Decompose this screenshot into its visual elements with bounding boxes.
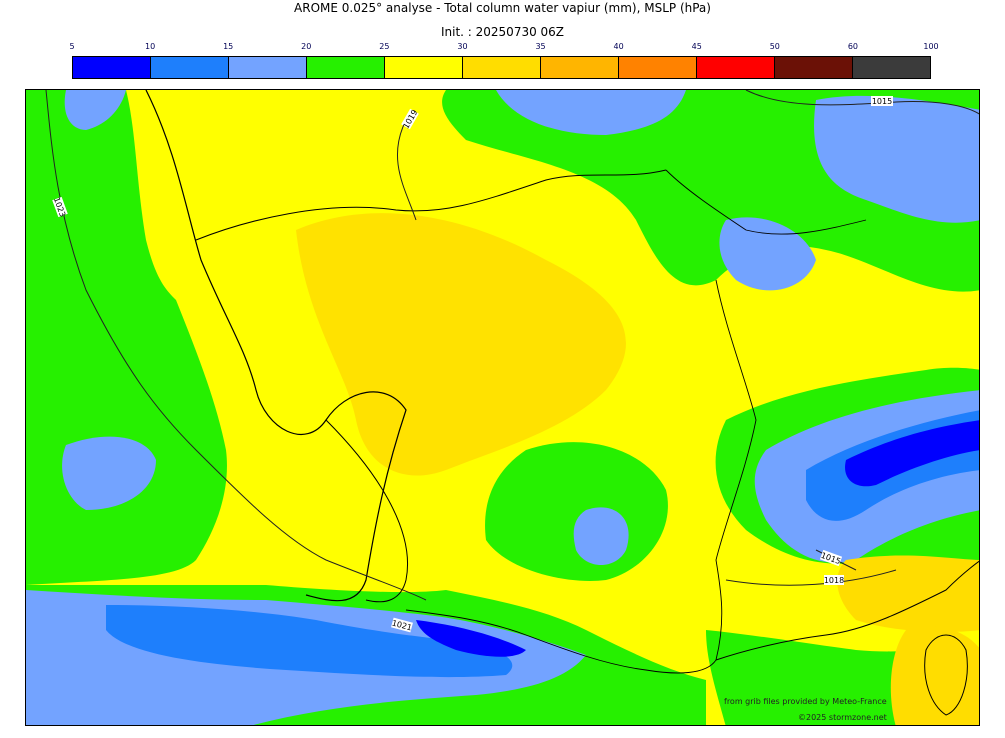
- field-15-20-northsea: [496, 90, 686, 135]
- field-5-10-alps: [845, 420, 979, 487]
- chart-title: AROME 0.025° analyse - Total column wate…: [294, 1, 711, 15]
- border-north: [665, 169, 867, 235]
- colorbar-segment: [541, 57, 619, 78]
- field-30-35-corsica: [890, 626, 979, 725]
- weather-map[interactable]: 1023 1019 1015 1021 1015 1018 from grib …: [25, 89, 980, 726]
- colorbar-tick-label: 100: [923, 42, 939, 51]
- colorbar-tick-label: 10: [144, 42, 156, 51]
- field-15-20-germany: [814, 95, 979, 223]
- colorbar-tick-label: 50: [769, 42, 780, 51]
- coastline-biscay: [325, 419, 408, 603]
- corsica-outline: [924, 634, 968, 716]
- field-15-20-massif: [573, 507, 629, 565]
- credit-copyright: ©2025 stormzone.net: [798, 713, 887, 722]
- colorbar-segment: [619, 57, 697, 78]
- coastline-channel: [195, 169, 667, 241]
- field-15-20-benelux: [719, 217, 816, 291]
- isobar-1018-line: [725, 569, 897, 586]
- coastline-med: [715, 560, 979, 661]
- credit-source: from grib files provided by Meteo-France: [724, 697, 887, 706]
- svg-text:1015: 1015: [872, 97, 892, 106]
- init-time: Init. : 20250730 06Z: [440, 25, 565, 39]
- field-5-10-pyrenees: [416, 620, 526, 657]
- colorbar-segment: [385, 57, 463, 78]
- map-canvas: 1023 1019 1015 1021 1015 1018: [26, 90, 979, 725]
- colorbar-tick-label: 15: [223, 42, 234, 51]
- svg-text:1018: 1018: [824, 576, 844, 585]
- border-east: [715, 279, 757, 661]
- colorbar-tick-label: 45: [691, 42, 702, 51]
- colorbar-segment: [307, 57, 385, 78]
- colorbar-tick-label: 20: [301, 42, 312, 51]
- colorbar-tick-label: 5: [69, 42, 75, 51]
- isobar-label-1015-north: 1015: [871, 96, 893, 106]
- isobar-1019-line: [397, 119, 417, 221]
- isobar-label-1018: 1018: [824, 575, 844, 585]
- colorbar-tick-label: 30: [457, 42, 468, 51]
- field-15-20-north: [64, 90, 126, 130]
- field-30-35-ligurian: [837, 555, 979, 632]
- colorbar: [72, 56, 931, 79]
- colorbar-tick-label: 25: [379, 42, 390, 51]
- colorbar-segment: [73, 57, 151, 78]
- border-spain: [405, 609, 717, 674]
- colorbar-tick-label: 60: [847, 42, 858, 51]
- colorbar-segment: [463, 57, 541, 78]
- colorbar-tick-label: 40: [613, 42, 624, 51]
- field-20-25-massif: [485, 442, 668, 581]
- colorbar-segment: [775, 57, 853, 78]
- field-10-15-pyrenees: [106, 605, 513, 678]
- colorbar-segment: [229, 57, 307, 78]
- colorbar-segment: [151, 57, 229, 78]
- colorbar-tick-label: 35: [535, 42, 546, 51]
- colorbar-segment: [853, 57, 930, 78]
- field-30-35: [296, 213, 626, 476]
- colorbar-ticks: 5 10 15 20 25 30 35 40 45 50 60 100: [69, 42, 938, 54]
- colorbar-segment: [697, 57, 775, 78]
- field-15-20-atlantic: [62, 436, 156, 510]
- coastline-west: [145, 90, 407, 602]
